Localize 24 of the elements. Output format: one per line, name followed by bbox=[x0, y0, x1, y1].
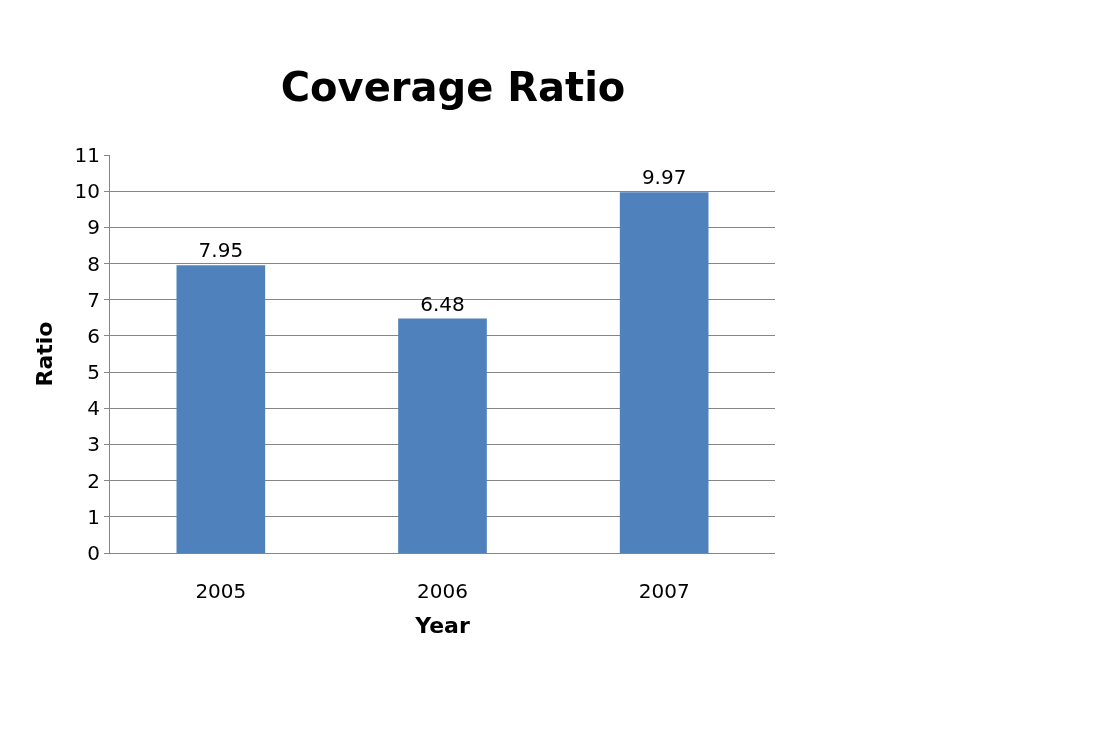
y-tick-label: 1 bbox=[87, 504, 100, 529]
y-tick-label: 6 bbox=[87, 323, 100, 348]
bar bbox=[398, 318, 487, 553]
x-tick-label: 2006 bbox=[417, 579, 468, 603]
chart-title: Coverage Ratio bbox=[280, 64, 626, 111]
y-tick-label: 7 bbox=[87, 287, 100, 312]
bar bbox=[619, 192, 709, 553]
y-axis-title: Ratio bbox=[32, 321, 58, 387]
y-tick-label: 9 bbox=[87, 215, 100, 240]
y-tick-label: 8 bbox=[87, 251, 100, 276]
x-tick-label: 2007 bbox=[638, 579, 690, 603]
y-tick-label: 11 bbox=[74, 143, 100, 167]
y-tick-label: 10 bbox=[74, 179, 100, 204]
data-label: 9.97 bbox=[641, 165, 687, 190]
x-axis-title: Year bbox=[414, 612, 470, 638]
y-tick-label: 2 bbox=[87, 468, 100, 493]
y-tick-label: 5 bbox=[87, 360, 100, 385]
data-label: 7.95 bbox=[198, 238, 244, 263]
y-tick-label: 0 bbox=[87, 541, 100, 565]
bar bbox=[176, 265, 266, 553]
x-tick-label: 2005 bbox=[195, 579, 247, 603]
data-label: 6.48 bbox=[420, 291, 465, 316]
y-tick-label: 4 bbox=[87, 396, 100, 421]
y-tick-label: 3 bbox=[87, 432, 100, 457]
